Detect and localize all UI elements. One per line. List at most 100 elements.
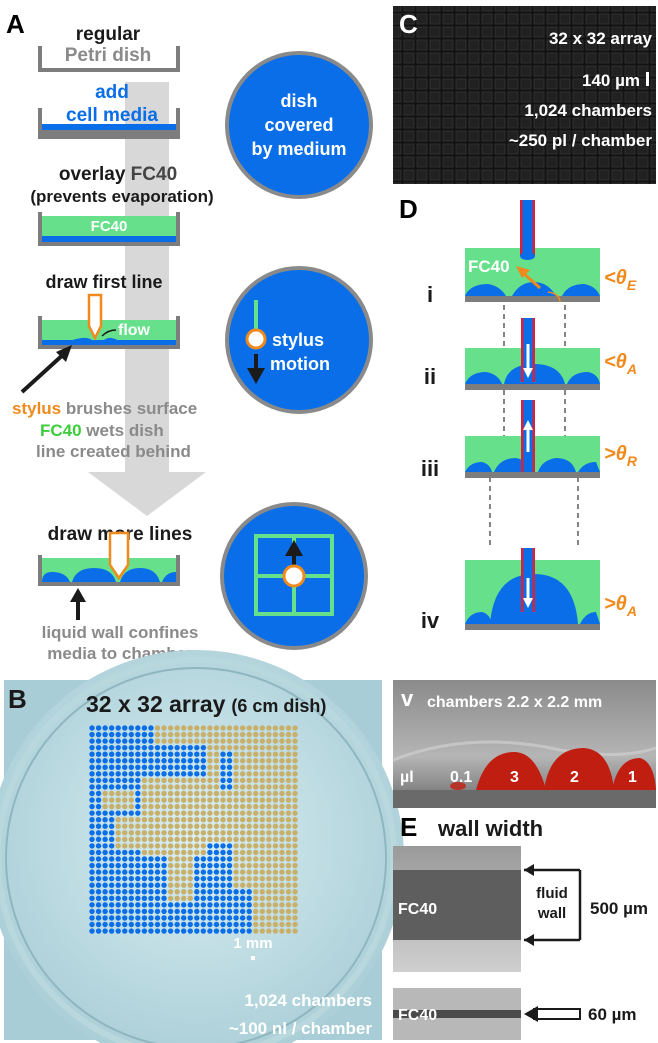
chamber-dot xyxy=(207,810,213,816)
wall-bracket-500 xyxy=(524,864,582,946)
chamber-dot xyxy=(128,790,134,797)
chamber-dot xyxy=(259,915,265,921)
chamber-dot xyxy=(207,836,213,843)
chamber-dot xyxy=(207,875,213,882)
chamber-dot xyxy=(246,875,252,882)
chamber-dot xyxy=(207,928,213,934)
chamber-dot xyxy=(272,869,279,875)
step4-caption2: FC40 wets dish xyxy=(40,421,164,440)
chamber-dot xyxy=(259,738,265,744)
chamber-dot xyxy=(272,738,279,744)
chamber-dot xyxy=(253,875,259,882)
chamber-dot xyxy=(141,771,148,777)
chamber-dot xyxy=(259,744,265,751)
chamber-dot xyxy=(174,738,180,744)
chamber-dot xyxy=(259,790,265,797)
chamber-dot xyxy=(135,921,141,928)
chamber-dot xyxy=(102,764,108,770)
chamber-dot xyxy=(135,836,141,843)
v-vol-1: 3 xyxy=(510,769,519,786)
chamber-dot xyxy=(207,784,213,790)
chamber-dot xyxy=(135,908,141,915)
chamber-dot xyxy=(253,882,259,888)
chamber-dot xyxy=(259,895,265,901)
chamber-dot xyxy=(128,928,134,934)
chamber-dot xyxy=(115,843,121,849)
chamber-dot xyxy=(200,882,207,888)
chamber-dot xyxy=(89,790,95,797)
chamber-dot xyxy=(259,882,265,888)
step4-caption3: line created behind xyxy=(36,442,191,461)
chamber-dot xyxy=(161,751,167,757)
chamber-dot xyxy=(239,862,246,869)
chamber-dot xyxy=(181,836,187,843)
chamber-dot xyxy=(167,849,174,856)
chamber-dot xyxy=(95,849,102,856)
chamber-dot xyxy=(102,869,108,875)
chamber-dot xyxy=(141,902,148,908)
chamber-dot xyxy=(194,758,200,764)
chamber-dot xyxy=(259,889,265,895)
chamber-dot xyxy=(285,849,292,856)
chamber-dot xyxy=(200,928,207,934)
chamber-dot xyxy=(233,771,239,777)
chamber-dot xyxy=(253,895,259,901)
chamber-dot xyxy=(154,764,161,770)
chamber-dot xyxy=(102,810,108,816)
chamber-dot xyxy=(292,889,298,895)
chamber-dot xyxy=(292,915,298,921)
chamber-dot xyxy=(239,803,246,810)
chamber-dot xyxy=(154,738,161,744)
chamber-dot xyxy=(148,751,154,757)
chamber-dot xyxy=(181,738,187,744)
chamber-dot xyxy=(122,803,128,810)
chamber-dot xyxy=(200,817,207,823)
chamber-dot xyxy=(259,823,265,829)
chamber-dot xyxy=(272,928,279,934)
chamber-dot xyxy=(259,843,265,849)
chamber-dot xyxy=(161,777,167,784)
chamber-dot xyxy=(220,797,226,803)
chamber-dot xyxy=(194,810,200,816)
chamber-dot xyxy=(128,817,134,823)
chamber-dot xyxy=(108,771,115,777)
chamber-dot xyxy=(167,875,174,882)
v-title: chambers 2.2 x 2.2 mm xyxy=(427,694,602,711)
chamber-dot xyxy=(181,758,187,764)
chamber-dot xyxy=(279,908,285,915)
chamber-dot xyxy=(259,928,265,934)
c-line1: 32 x 32 array xyxy=(549,29,653,48)
chamber-dot xyxy=(187,875,193,882)
chamber-dot xyxy=(181,777,187,784)
chamber-dot xyxy=(207,731,213,738)
chamber-dot xyxy=(108,810,115,816)
chamber-dot xyxy=(122,790,128,797)
chamber-dot xyxy=(233,738,239,744)
chamber-dot xyxy=(226,908,233,915)
chamber-dot xyxy=(253,902,259,908)
chamber-dot xyxy=(285,790,292,797)
chamber-dot xyxy=(187,731,193,738)
step3-fc40: FC40 xyxy=(131,164,177,185)
chamber-dot xyxy=(154,875,161,882)
chamber-dot xyxy=(292,823,298,829)
chamber-dot xyxy=(148,777,154,784)
chamber-dot xyxy=(161,731,167,738)
chamber-dot xyxy=(279,771,285,777)
chamber-dot xyxy=(285,862,292,869)
chamber-dot xyxy=(200,921,207,928)
chamber-dot xyxy=(141,915,148,921)
chamber-dot xyxy=(154,797,161,803)
chamber-dot xyxy=(272,915,279,921)
chamber-dot xyxy=(285,784,292,790)
dish-draw-first-line xyxy=(38,316,180,349)
chamber-dot xyxy=(207,921,213,928)
chamber-dot xyxy=(253,823,259,829)
chamber-dot xyxy=(167,790,174,797)
chamber-dot xyxy=(148,862,154,869)
c-scale-bar xyxy=(646,72,649,86)
chamber-dot xyxy=(161,843,167,849)
chamber-dot xyxy=(95,928,102,934)
chamber-dot xyxy=(89,869,95,875)
